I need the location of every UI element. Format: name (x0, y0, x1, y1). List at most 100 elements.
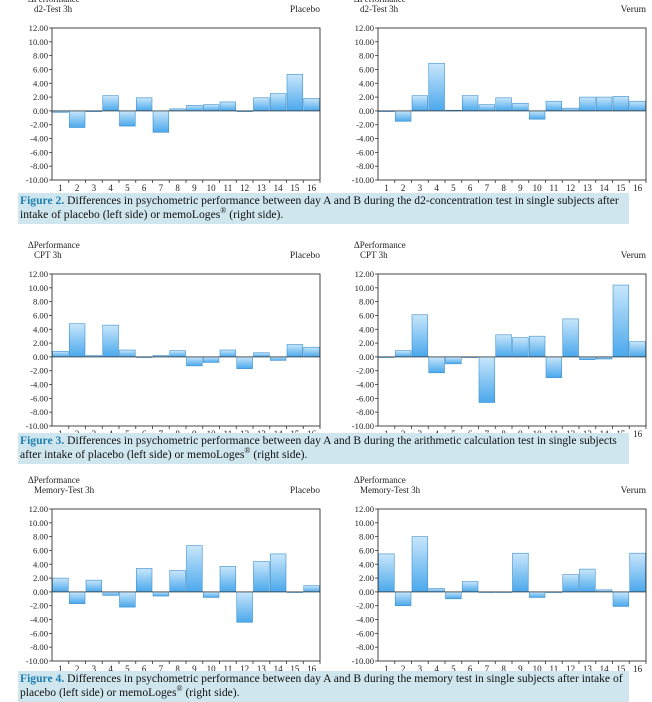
y-tick-label: 12.00 (355, 23, 374, 33)
x-tick-label: 6 (468, 664, 473, 673)
figure-caption: Figure 2. Differences in psychometric pe… (18, 193, 629, 224)
y-tick-label: 10.00 (29, 283, 48, 293)
chart-subtitle: d2-Test 3h (360, 4, 399, 14)
x-tick-label: 2 (401, 664, 406, 673)
x-tick-label: 14 (274, 664, 284, 673)
bar (629, 341, 646, 358)
chart-subtitle: d2-Test 3h (34, 4, 73, 14)
bar (269, 93, 287, 112)
y-tick-label: -6.00 (30, 393, 48, 403)
x-tick-label: 14 (600, 183, 610, 192)
bar (612, 96, 630, 112)
y-tick-label: 4.00 (33, 324, 48, 334)
y-tick-label: 12.00 (29, 23, 48, 33)
x-tick-label: 1 (384, 183, 389, 192)
x-tick-label: 7 (159, 183, 164, 192)
chart-panel: ΔPerformanced2-Test 3h Placebo -10.00 -8.00… (0, 0, 326, 192)
plot-frame (51, 273, 321, 427)
caption-label: Figure 2. (20, 194, 65, 207)
y-tick-label: 6.00 (33, 310, 48, 320)
y-tick-label: 0.00 (33, 106, 48, 116)
x-tick-label: 11 (550, 183, 559, 192)
y-tick-label: 2.00 (33, 92, 48, 102)
x-tick-label: 13 (583, 664, 593, 673)
bar (303, 98, 320, 112)
y-tick-label: 6.00 (359, 64, 374, 74)
x-tick-label: 15 (290, 664, 300, 673)
bar (253, 97, 270, 112)
y-tick-label: -4.00 (356, 380, 374, 390)
y-tick-label: -10.00 (352, 656, 374, 666)
y-tick-label: -2.00 (356, 120, 374, 130)
y-axis-title: ΔPerformance (28, 240, 80, 250)
y-tick-label: -10.00 (26, 421, 48, 431)
x-tick-label: 15 (616, 664, 626, 673)
chart-subtitle: Memory-Test 3h (360, 485, 421, 495)
bar (102, 95, 119, 112)
y-tick-label: 12.00 (29, 269, 48, 279)
caption-label: Figure 3. (20, 434, 65, 447)
bar (269, 356, 287, 361)
bar (236, 356, 253, 369)
y-tick-label: 10.00 (29, 518, 48, 528)
y-tick-label: -6.00 (30, 628, 48, 638)
bar (428, 356, 445, 374)
y-tick-label: -10.00 (352, 421, 374, 431)
x-tick-label: 3 (92, 664, 97, 673)
bar (562, 107, 579, 112)
y-tick-label: -2.00 (30, 120, 48, 130)
bar (528, 110, 546, 120)
x-tick-label: 6 (142, 664, 147, 673)
bar (135, 97, 153, 112)
bar (52, 577, 69, 593)
y-tick-label: -10.00 (26, 175, 48, 185)
x-tick-label: 7 (485, 664, 490, 673)
y-tick-label: 2.00 (359, 573, 374, 583)
x-tick-label: 1 (384, 664, 389, 673)
y-tick-label: -6.00 (356, 393, 374, 403)
y-tick-label: -4.00 (30, 380, 48, 390)
bar (545, 356, 563, 378)
x-tick-label: 6 (468, 183, 473, 192)
bar (169, 350, 186, 358)
bar (579, 356, 596, 360)
x-tick-label: 12 (566, 183, 575, 192)
group-label: Placebo (290, 251, 320, 261)
y-tick-label: 6.00 (33, 64, 48, 74)
y-tick-label: -8.00 (356, 407, 374, 417)
x-tick-label: 10 (533, 183, 543, 192)
chart-panel: ΔPerformance Memory-Test 3h Placebo -10.00 -… (0, 473, 326, 673)
bar (528, 591, 546, 598)
bar (68, 110, 86, 128)
group-label: Placebo (290, 486, 320, 496)
y-tick-label: -8.00 (356, 161, 374, 171)
y-tick-label: -8.00 (30, 407, 48, 417)
x-tick-label: 1 (58, 664, 63, 673)
y-tick-label: 8.00 (359, 532, 374, 542)
caption-text: Differences in psychometric performance … (20, 194, 619, 221)
bar (545, 100, 563, 112)
group-label: Verum (621, 251, 647, 261)
bar (202, 104, 220, 112)
x-tick-label: 9 (192, 183, 197, 192)
bar (562, 574, 579, 593)
x-tick-label: 9 (518, 183, 523, 192)
y-tick-label: -6.00 (30, 147, 48, 157)
bar (579, 96, 596, 112)
x-tick-label: 4 (434, 183, 439, 192)
y-axis-title: ΔPerformance (28, 475, 80, 485)
y-tick-label: 0.00 (359, 587, 374, 597)
x-tick-label: 15 (616, 183, 626, 192)
y-tick-label: 10.00 (355, 37, 374, 47)
x-tick-label: 13 (583, 183, 593, 192)
bar (135, 568, 153, 593)
bar (411, 536, 429, 593)
x-tick-label: 8 (501, 664, 506, 673)
bar (428, 62, 445, 112)
x-tick-label: 2 (75, 183, 80, 192)
x-tick-label: 1 (58, 183, 63, 192)
bar (478, 104, 496, 112)
